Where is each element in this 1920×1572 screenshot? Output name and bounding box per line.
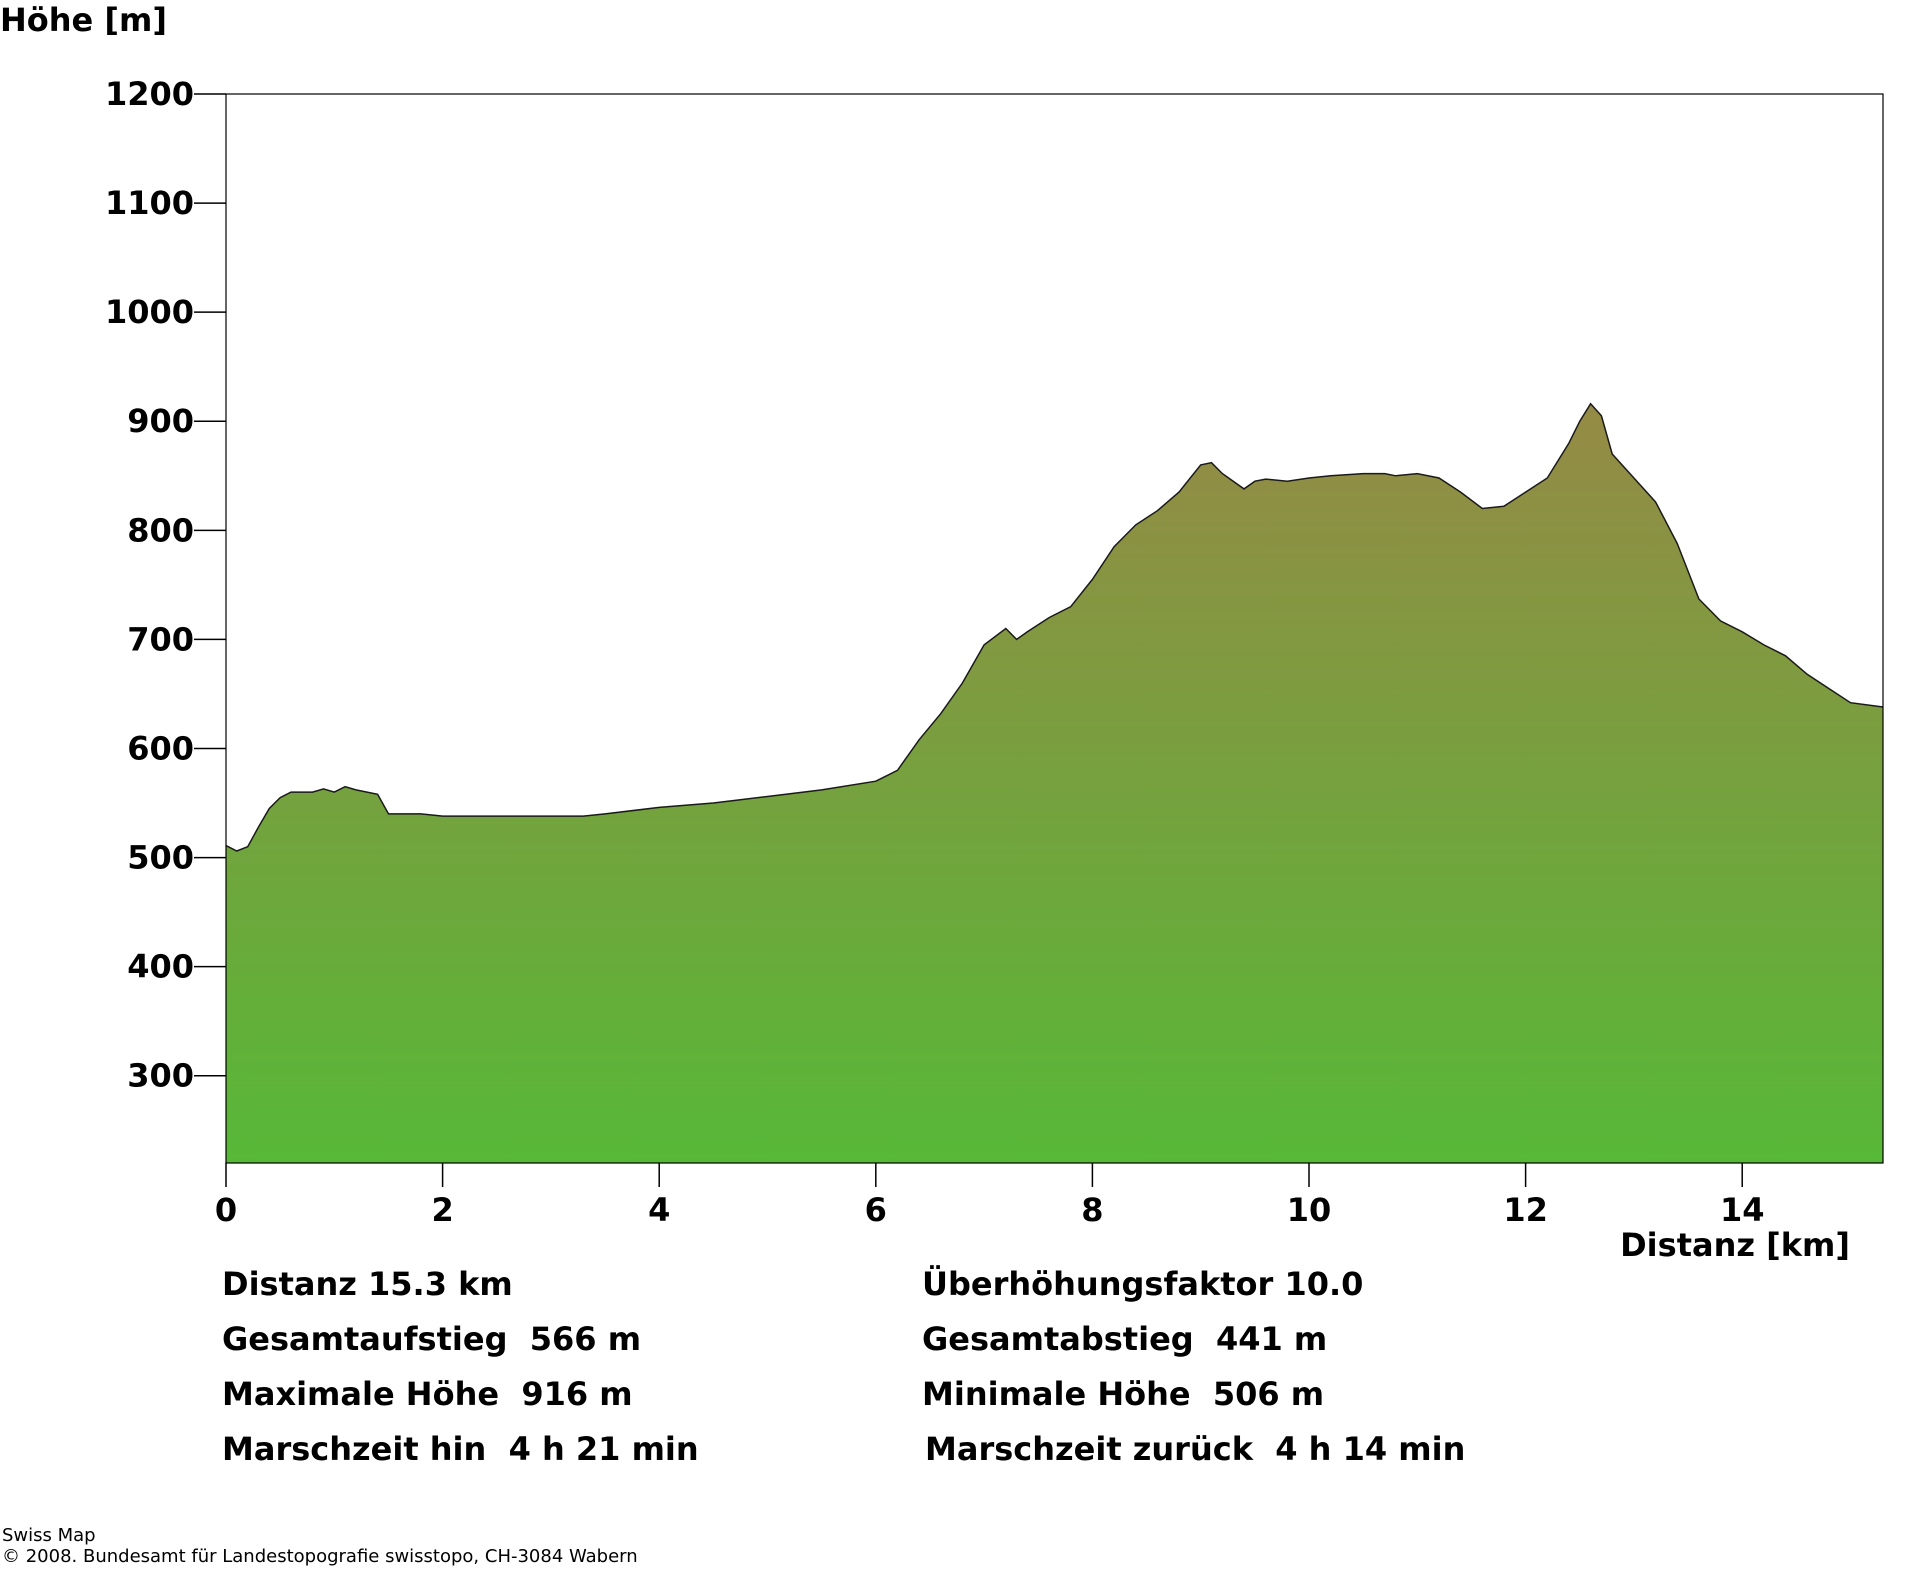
y-tick-label: 400 [127,948,194,986]
y-tick-label: 900 [127,402,194,440]
x-tick-label: 6 [865,1191,887,1229]
y-tick-label: 300 [127,1057,194,1095]
y-tick-label: 500 [127,839,194,877]
stat-max-height: Maximale Höhe 916 m [222,1375,633,1413]
y-tick-label: 1200 [105,75,194,113]
x-axis-label: Distanz [km] [1620,1226,1850,1264]
y-axis-label: Höhe [m] [0,1,167,39]
x-tick-label: 12 [1503,1191,1548,1229]
stat-min-height: Minimale Höhe 506 m [922,1375,1325,1413]
plot-frame [225,93,1884,1164]
y-tick-label: 600 [127,729,194,767]
axes: 300 400 500 600 700 800 900 1000 1100 1200 0 2 4 6 8 10… [105,75,1884,1229]
x-tick-label: 10 [1287,1191,1332,1229]
x-tick-label: 4 [648,1191,670,1229]
x-tick-label: 0 [215,1191,237,1229]
y-tick-label: 700 [127,620,194,658]
x-tick-label: 2 [431,1191,453,1229]
stat-exaggeration: Überhöhungsfaktor 10.0 [922,1265,1364,1303]
stat-distance: Distanz 15.3 km [222,1265,513,1303]
elevation-area [226,403,1883,1163]
stat-time-back: Marschzeit zurück 4 h 14 min [925,1430,1466,1468]
y-tick-label: 800 [127,511,194,549]
stat-descent: Gesamtabstieg 441 m [922,1320,1328,1358]
stat-time-out: Marschzeit hin 4 h 21 min [222,1430,699,1468]
footer-copyright: © 2008. Bundesamt für Landestopografie s… [2,1546,638,1567]
x-tick-label: 14 [1720,1191,1765,1229]
y-tick-label: 1000 [105,293,194,331]
elevation-line [225,402,1884,852]
x-tick-label: 8 [1081,1191,1103,1229]
plot-area [225,402,1884,1163]
y-tick-label: 1100 [105,184,194,222]
footer-source: Swiss Map [2,1525,96,1546]
stat-ascent: Gesamtaufstieg 566 m [222,1320,642,1358]
